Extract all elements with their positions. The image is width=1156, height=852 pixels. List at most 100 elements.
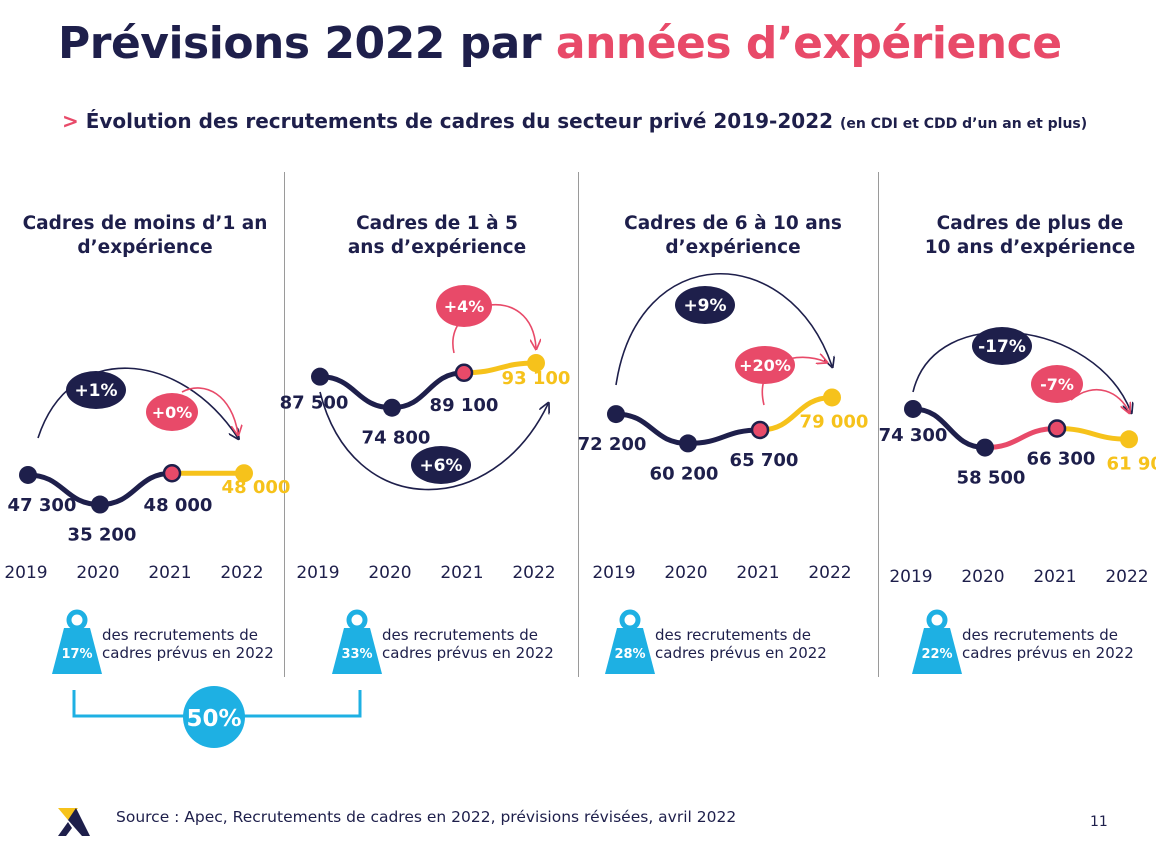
share-2022: 33% des recrutements de cadres prévus en … xyxy=(292,608,582,678)
change-value-2019-2022: +6% xyxy=(419,456,462,476)
share-value: 17% xyxy=(61,647,92,662)
source-note: Source : Apec, Recrutements de cadres en… xyxy=(116,808,737,826)
share-text: des recrutements de cadres prévus en 202… xyxy=(962,626,1134,662)
data-point-2021 xyxy=(162,463,182,483)
x-axis-labels: 2019 2020 2021 2022 xyxy=(292,563,582,585)
subtitle-main: Évolution des recrutements de cadres du … xyxy=(85,109,840,133)
x-tick-label: 2019 xyxy=(4,563,48,583)
apec-logo xyxy=(58,808,90,836)
x-tick-label: 2022 xyxy=(512,563,556,583)
panel-divider xyxy=(284,172,285,677)
x-tick-label: 2021 xyxy=(440,563,484,583)
data-point-2019 xyxy=(607,405,625,424)
data-point-2020 xyxy=(679,434,697,453)
change-value-2019-2022: +9% xyxy=(683,296,726,316)
x-tick-label: 2020 xyxy=(961,567,1005,587)
subtitle: > Évolution des recrutements de cadres d… xyxy=(62,109,1087,133)
change-value-2021-2022: +0% xyxy=(152,403,193,422)
data-point-2019 xyxy=(904,399,922,418)
data-point-2021 xyxy=(1047,419,1067,438)
share-value: 33% xyxy=(341,647,372,662)
data-point-2020 xyxy=(91,495,109,514)
x-tick-label: 2020 xyxy=(368,563,412,583)
value-label-2020: 35 200 xyxy=(68,525,137,546)
change-bubble-2019-2022 xyxy=(411,446,471,484)
chart-panel: Cadres de 1 à 5 ans d’expérience 87 500 74… xyxy=(280,0,582,852)
value-label-2021: 65 700 xyxy=(730,450,799,471)
weight-icon: 22% xyxy=(912,609,962,674)
series-line-segment xyxy=(317,374,395,411)
share-value: 28% xyxy=(614,647,645,662)
x-axis-labels: 2019 2020 2021 2022 xyxy=(885,567,1156,589)
x-tick-label: 2019 xyxy=(592,563,636,583)
page-number: 11 xyxy=(1090,814,1108,830)
data-point-2020 xyxy=(976,438,994,457)
data-point-2022 xyxy=(235,464,253,483)
chart-title: Cadres de 6 à 10 ans d’expérience xyxy=(624,213,842,258)
value-label-2022: 79 000 xyxy=(800,411,869,432)
x-tick-label: 2021 xyxy=(1033,567,1077,587)
change-bubble-2021-2022 xyxy=(146,393,198,431)
change-bubble-2021-2022 xyxy=(1031,365,1083,403)
x-tick-label: 2021 xyxy=(148,563,192,583)
chart-title: Cadres de 1 à 5 ans d’expérience xyxy=(347,213,527,258)
chart-svg: 47 300 35 200 48 000 48 000 +1% +0% xyxy=(8,367,291,546)
x-tick-label: 2022 xyxy=(808,563,852,583)
weight-icon: 33% xyxy=(332,609,382,674)
value-label-2019: 87 500 xyxy=(280,393,349,414)
series-line-segment xyxy=(461,360,539,376)
data-point-2022 xyxy=(1120,430,1138,449)
panel-divider xyxy=(578,172,579,677)
change-value-2021-2022: +20% xyxy=(739,356,791,375)
change-arc-2019-2022 xyxy=(319,391,548,491)
value-label-2019: 47 300 xyxy=(8,495,77,516)
change-arc-2019-2022 xyxy=(37,367,238,438)
value-label-2022: 61 900 xyxy=(1107,453,1156,474)
value-label-2019: 72 200 xyxy=(578,434,647,455)
change-arc-2019-2022 xyxy=(615,272,832,386)
weight-icon: 17% xyxy=(52,609,102,674)
x-tick-label: 2019 xyxy=(296,563,340,583)
change-value-2019-2022: +1% xyxy=(74,381,117,401)
share-text: des recrutements de cadres prévus en 202… xyxy=(382,626,554,662)
change-value-2021-2022: +4% xyxy=(444,297,485,316)
chart-panel: Cadres de plus de 10 ans d’expérience 74 … xyxy=(879,0,1156,852)
panel-divider xyxy=(878,172,879,677)
series-line-segment xyxy=(910,406,988,451)
x-axis-labels: 2019 2020 2021 2022 xyxy=(588,563,878,585)
data-point-2022 xyxy=(527,354,545,372)
share-value: 22% xyxy=(921,647,952,662)
data-point-2021 xyxy=(750,420,770,440)
data-point-2019 xyxy=(19,465,37,484)
change-value-2019-2022: -17% xyxy=(978,337,1026,357)
value-label-2022: 48 000 xyxy=(222,477,291,498)
change-bubble-2019-2022 xyxy=(972,327,1032,365)
series-line-segment xyxy=(389,370,467,411)
combined-share-value: 50% xyxy=(186,706,241,732)
series-line-segment xyxy=(97,470,175,508)
share-2022: 17% des recrutements de cadres prévus en … xyxy=(0,608,290,678)
series-line-segment xyxy=(757,394,835,433)
chart-title: Cadres de plus de 10 ans d’expérience xyxy=(924,213,1136,258)
series-line-segment xyxy=(25,472,103,508)
value-label-2022: 93 100 xyxy=(502,368,571,389)
chart-title: Cadres de moins d’1 an d’expérience xyxy=(22,213,268,258)
chart-panel: Cadres de 6 à 10 ans d’expérience 72 200 6… xyxy=(578,0,878,852)
subtitle-note: (en CDI et CDD d’un an et plus) xyxy=(839,116,1088,132)
chart-panel: Cadres de moins d’1 an d’expérience 47 30… xyxy=(0,0,290,852)
combined-share-bubble xyxy=(183,686,245,748)
change-bubble-2019-2022 xyxy=(675,286,735,324)
x-tick-label: 2020 xyxy=(76,563,120,583)
series-line-segment xyxy=(982,426,1060,451)
value-label-2020: 58 500 xyxy=(957,468,1026,489)
data-point-2021 xyxy=(454,363,474,383)
share-2022: 22% des recrutements de cadres prévus en … xyxy=(885,608,1156,678)
title-part-1: Prévisions 2022 par xyxy=(58,18,556,69)
value-label-2021: 89 100 xyxy=(430,395,499,416)
subtitle-chevron: > xyxy=(62,109,86,133)
x-tick-label: 2020 xyxy=(664,563,708,583)
x-tick-label: 2021 xyxy=(736,563,780,583)
title-part-2: années d’expérience xyxy=(555,18,1062,69)
